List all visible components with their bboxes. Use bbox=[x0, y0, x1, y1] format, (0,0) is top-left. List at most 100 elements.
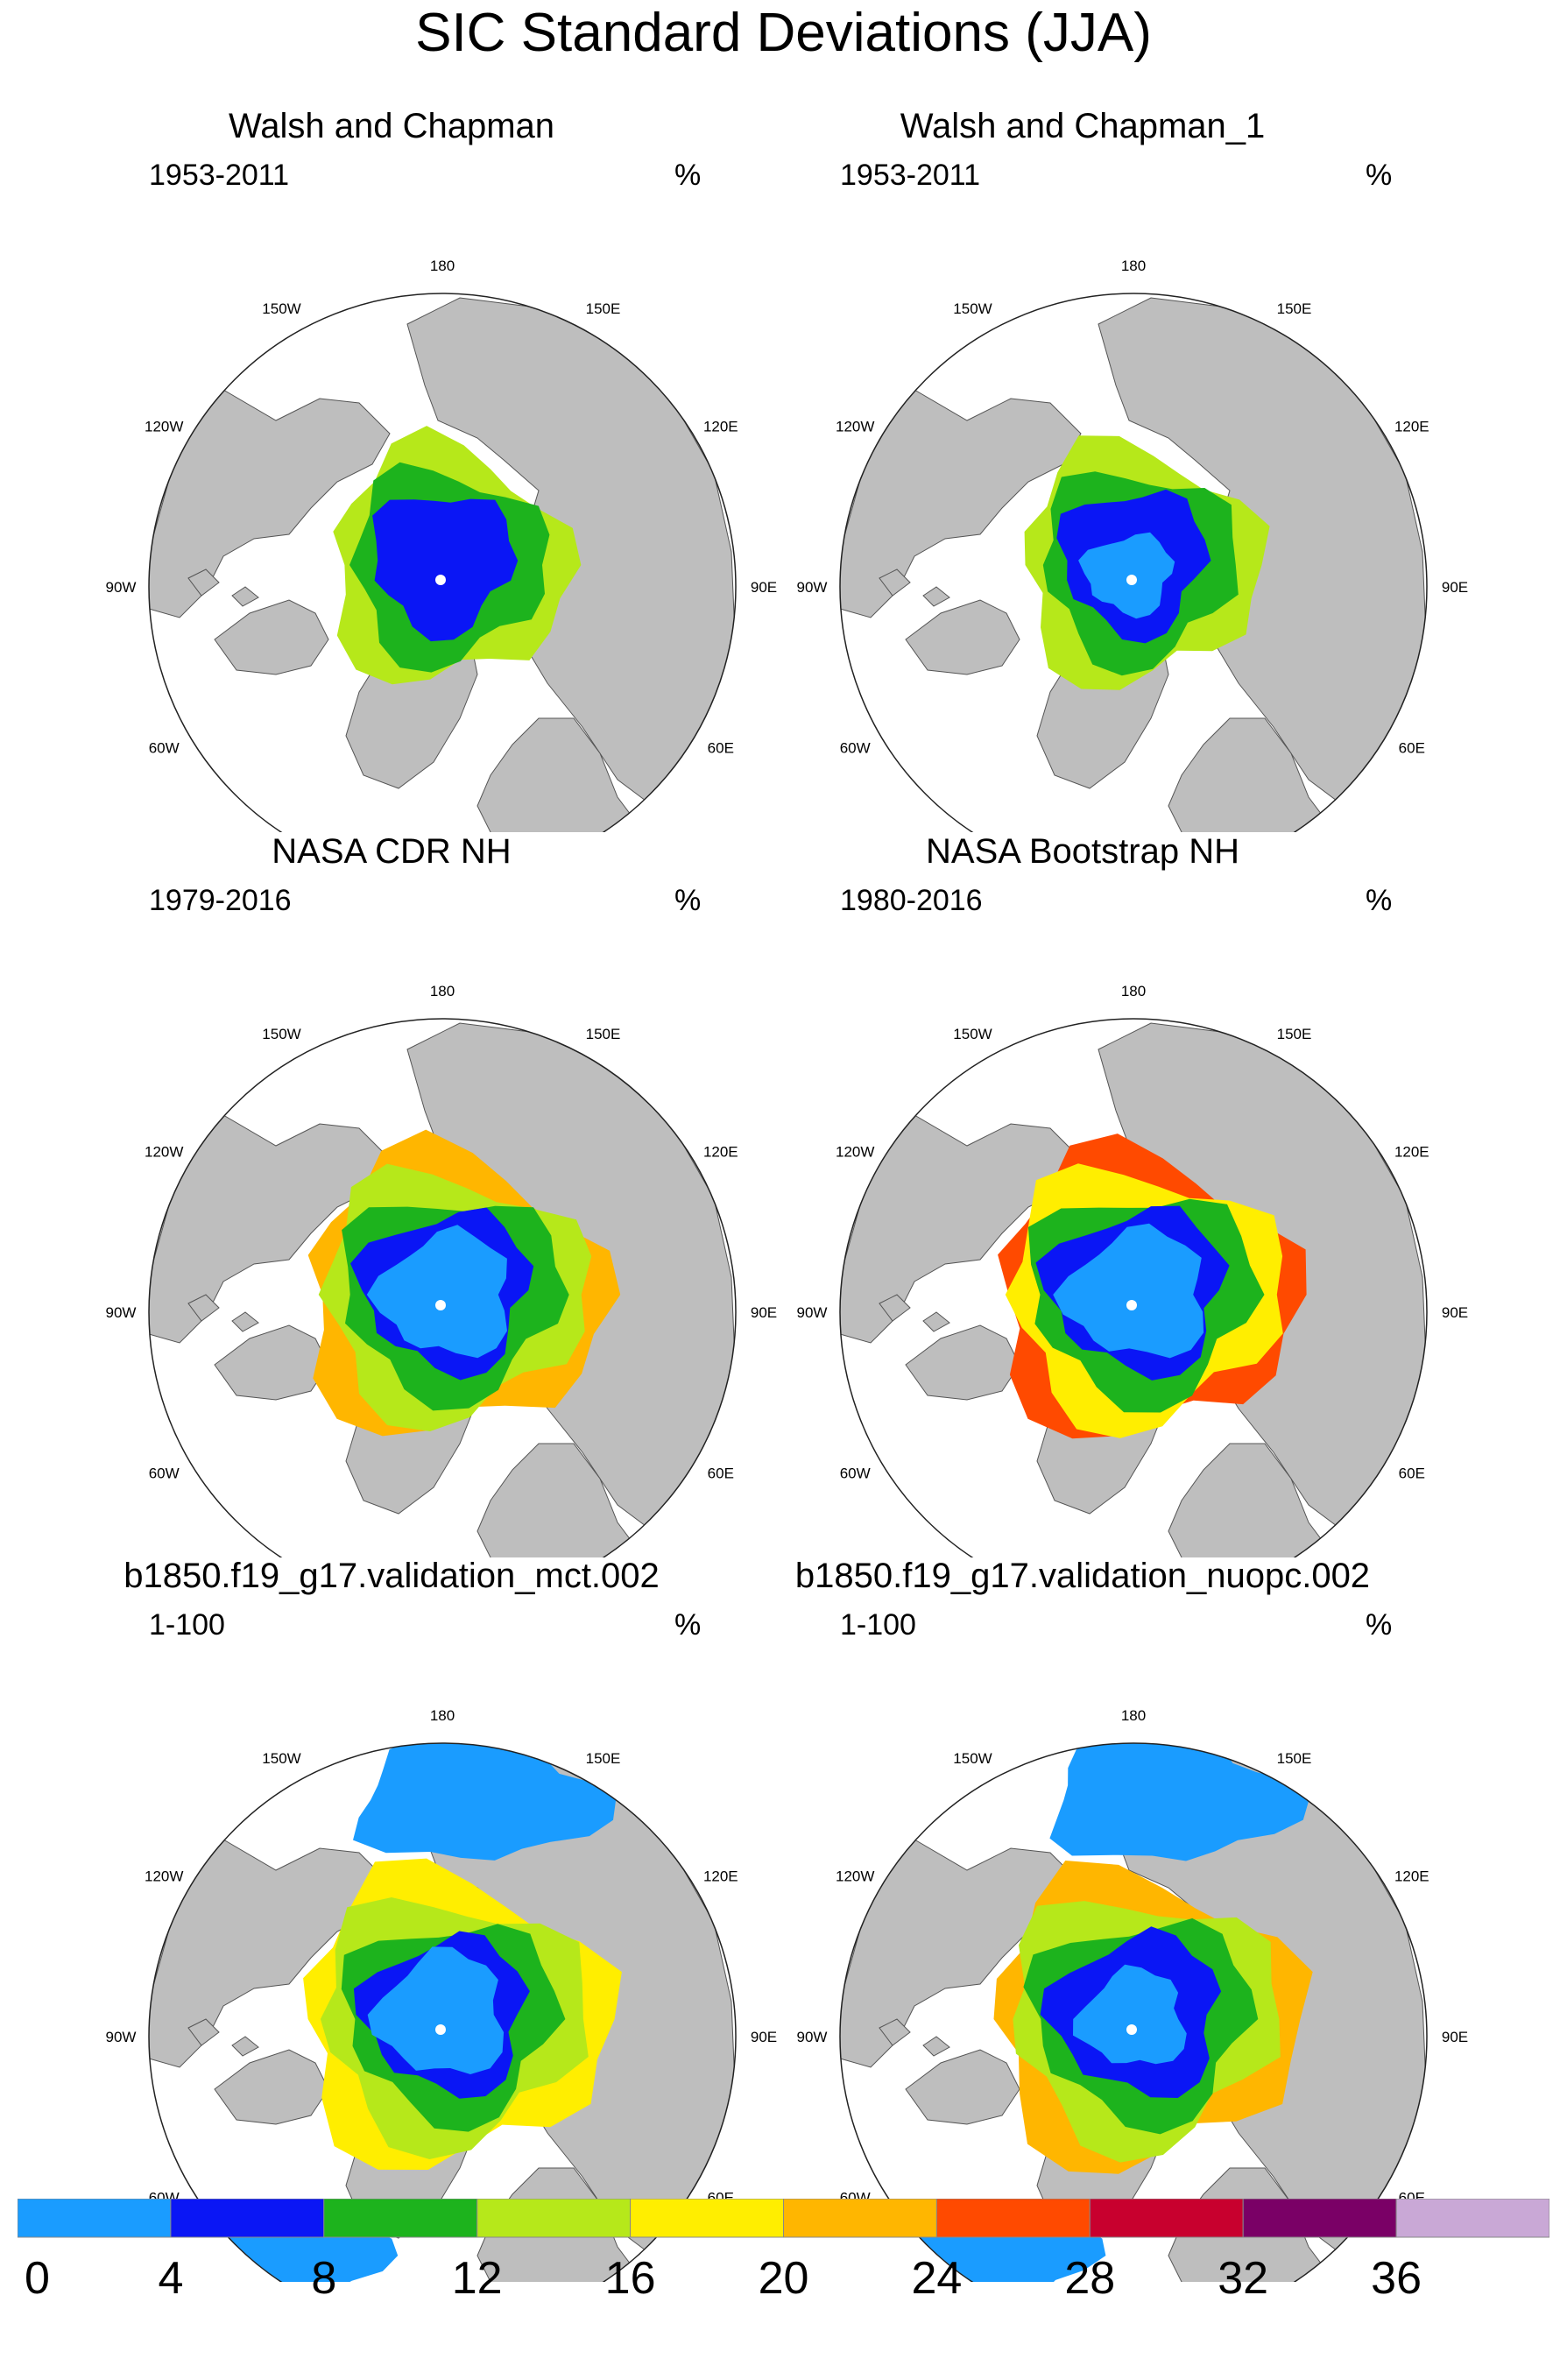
sea-ice-contour bbox=[367, 1946, 505, 2074]
pole-hole bbox=[435, 575, 446, 585]
land-mass bbox=[231, 586, 259, 607]
longitude-label: 90E bbox=[1442, 579, 1468, 596]
colorbar-swatch bbox=[18, 2199, 172, 2238]
longitude-label: 60E bbox=[1399, 740, 1425, 757]
polar-map: 180150E120E90E60E30E030W60W90W120W150W bbox=[797, 983, 1468, 1557]
panel-period: 1953-2011 bbox=[840, 159, 981, 192]
longitude-label: 90W bbox=[106, 579, 137, 596]
longitude-label: 180 bbox=[1121, 983, 1146, 999]
longitude-label: 150E bbox=[1277, 1026, 1312, 1042]
land-mass bbox=[922, 2036, 950, 2057]
map-panel: 180150E120E90E60E30E030W60W90W120W150Wb1… bbox=[0, 1555, 783, 2282]
longitude-label: 120W bbox=[145, 1144, 183, 1161]
colorbar-tick-label: 4 bbox=[158, 2253, 183, 2304]
colorbar-tick-label: 16 bbox=[605, 2253, 656, 2304]
longitude-label: 180 bbox=[1121, 1707, 1146, 1724]
pole-hole bbox=[1126, 2024, 1137, 2035]
panel-unit: % bbox=[674, 159, 702, 192]
land-mass bbox=[187, 569, 220, 597]
colorbar-tick-label: 8 bbox=[311, 2253, 336, 2304]
panel-unit: % bbox=[1366, 159, 1393, 192]
longitude-label: 150W bbox=[953, 1750, 992, 1767]
land-mass bbox=[1168, 717, 1353, 832]
longitude-label: 150W bbox=[262, 1026, 300, 1042]
longitude-label: 120W bbox=[836, 1868, 874, 1885]
map-border bbox=[148, 1742, 737, 2282]
colorbar-tick-label: 36 bbox=[1371, 2253, 1422, 2304]
land-mass bbox=[879, 569, 911, 597]
colorbar-tick-label: 0 bbox=[25, 2253, 50, 2304]
longitude-label: 120W bbox=[145, 419, 183, 435]
map-border bbox=[148, 1018, 737, 1557]
longitude-label: 60W bbox=[149, 740, 180, 757]
land-mass bbox=[879, 2018, 911, 2046]
longitude-label: 180 bbox=[430, 983, 455, 999]
sea-ice-contour bbox=[1073, 1964, 1187, 2065]
land-mass bbox=[231, 2036, 259, 2057]
longitude-label: 150W bbox=[953, 300, 992, 317]
land-mass bbox=[149, 389, 391, 618]
map-border bbox=[839, 1742, 1428, 2282]
colorbar-swatch bbox=[935, 2199, 1091, 2238]
colorbar-swatch bbox=[323, 2199, 478, 2238]
longitude-label: 90E bbox=[751, 1304, 777, 1321]
panel-period: 1980-2016 bbox=[840, 884, 983, 917]
land-mass bbox=[922, 586, 950, 607]
colorbar-swatch bbox=[476, 2199, 632, 2238]
panel-period: 1979-2016 bbox=[149, 884, 292, 917]
panel-period: 1953-2011 bbox=[149, 159, 290, 192]
land-mass bbox=[476, 717, 662, 832]
longitude-label: 90W bbox=[797, 579, 828, 596]
land-mass bbox=[214, 599, 329, 675]
pole-hole bbox=[1126, 575, 1137, 585]
panel-unit: % bbox=[674, 1608, 702, 1642]
land-mass bbox=[187, 1294, 220, 1322]
map-border bbox=[839, 293, 1428, 832]
map-panel: 180150E120E90E60E30E030W60W90W120W150WNA… bbox=[691, 830, 1474, 1557]
longitude-label: 120E bbox=[1394, 1868, 1429, 1885]
pole-hole bbox=[435, 1300, 446, 1310]
longitude-label: 180 bbox=[1121, 258, 1146, 274]
land-mass bbox=[922, 1311, 950, 1332]
colorbar-swatch bbox=[1395, 2199, 1549, 2238]
land-mass bbox=[1168, 1443, 1353, 1557]
longitude-label: 60E bbox=[708, 1465, 734, 1482]
polar-map: 180150E120E90E60E30E030W60W90W120W150W bbox=[797, 258, 1468, 832]
map-panel: 180150E120E90E60E30E030W60W90W120W150WWa… bbox=[691, 105, 1474, 832]
panel-title: Walsh and Chapman_1 bbox=[900, 107, 1266, 145]
longitude-label: 60E bbox=[708, 740, 734, 757]
land-mass bbox=[187, 2018, 220, 2046]
pole-hole bbox=[435, 2024, 446, 2035]
main-title: SIC Standard Deviations (JJA) bbox=[415, 3, 1152, 63]
colorbar-tick-label: 28 bbox=[1064, 2253, 1115, 2304]
colorbar-swatch bbox=[1089, 2199, 1244, 2238]
colorbar-tick-label: 12 bbox=[452, 2253, 503, 2304]
longitude-label: 150E bbox=[1277, 300, 1312, 317]
land-mass bbox=[905, 599, 1020, 675]
map-border bbox=[839, 1018, 1428, 1557]
panel-period: 1-100 bbox=[840, 1608, 916, 1642]
longitude-label: 90E bbox=[1442, 1304, 1468, 1321]
longitude-label: 120E bbox=[1394, 1144, 1429, 1161]
pole-hole bbox=[1126, 1300, 1137, 1310]
longitude-label: 180 bbox=[430, 258, 455, 274]
longitude-label: 120E bbox=[703, 1144, 738, 1161]
polar-map: 180150E120E90E60E30E030W60W90W120W150W bbox=[106, 983, 777, 1557]
longitude-label: 60W bbox=[149, 1465, 180, 1482]
panel-unit: % bbox=[1366, 1608, 1393, 1642]
longitude-label: 120W bbox=[836, 1144, 874, 1161]
land-mass bbox=[879, 1294, 911, 1322]
panel-title: NASA Bootstrap NH bbox=[926, 832, 1239, 871]
colorbar-swatch bbox=[1242, 2199, 1397, 2238]
longitude-label: 90W bbox=[106, 2029, 137, 2045]
longitude-label: 180 bbox=[430, 1707, 455, 1724]
panel-period: 1-100 bbox=[149, 1608, 225, 1642]
polar-map: 180150E120E90E60E30E030W60W90W120W150W bbox=[106, 258, 777, 832]
land-mass bbox=[231, 1311, 259, 1332]
sea-ice-contour bbox=[1049, 1743, 1309, 1861]
sea-ice-contour bbox=[1053, 1223, 1204, 1359]
longitude-label: 90E bbox=[751, 2029, 777, 2045]
land-mass bbox=[840, 1114, 1082, 1344]
land-mass bbox=[149, 1114, 391, 1344]
longitude-label: 150E bbox=[586, 300, 621, 317]
